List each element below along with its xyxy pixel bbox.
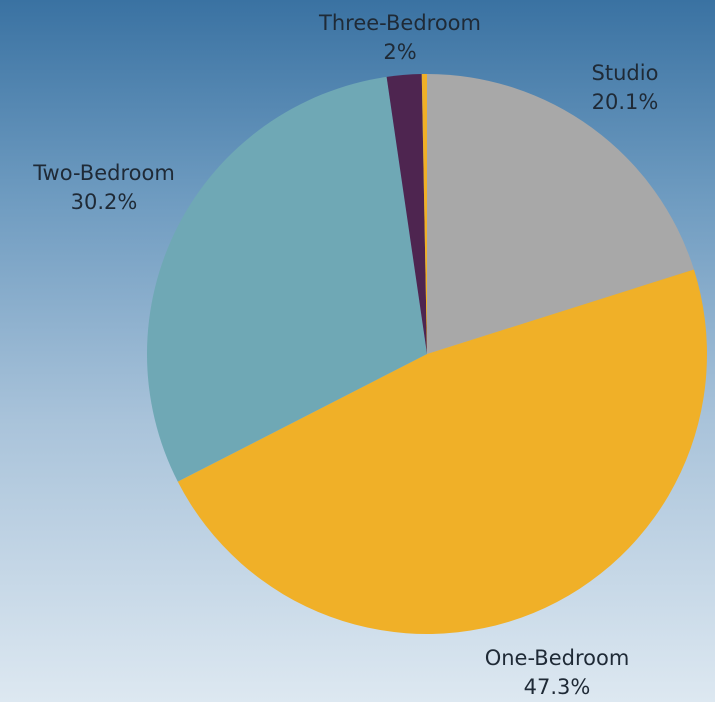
pie-labels: Studio 20.1% One-Bedroom 47.3% Two-Bedroom 30… bbox=[32, 11, 658, 699]
slice-category-label: Three-Bedroom bbox=[318, 11, 481, 35]
pie-slice-two-bedroom-label: Two-Bedroom 30.2% bbox=[32, 161, 175, 214]
slice-category-label: Studio bbox=[592, 61, 659, 85]
slice-value-label: 20.1% bbox=[592, 90, 659, 114]
slice-value-label: 2% bbox=[383, 40, 416, 64]
slice-value-label: 47.3% bbox=[524, 675, 591, 699]
pie-slices bbox=[146, 74, 707, 634]
pie-slice-three-bedroom bbox=[386, 74, 427, 355]
pie-slice-studio-label: Studio 20.1% bbox=[592, 61, 659, 114]
slice-category-label: Two-Bedroom bbox=[32, 161, 175, 185]
pie-slice-unlabeled bbox=[421, 74, 427, 354]
pie-slice-one-bedroom-label: One-Bedroom 47.3% bbox=[485, 646, 630, 699]
pie-slice-two-bedroom bbox=[146, 76, 428, 482]
slice-value-label: 30.2% bbox=[71, 190, 138, 214]
pie-slice-one-bedroom bbox=[177, 269, 707, 634]
pie-slice-three-bedroom-label: Three-Bedroom 2% bbox=[318, 11, 481, 64]
slice-category-label: One-Bedroom bbox=[485, 646, 630, 670]
pie-slice-studio bbox=[427, 74, 694, 354]
